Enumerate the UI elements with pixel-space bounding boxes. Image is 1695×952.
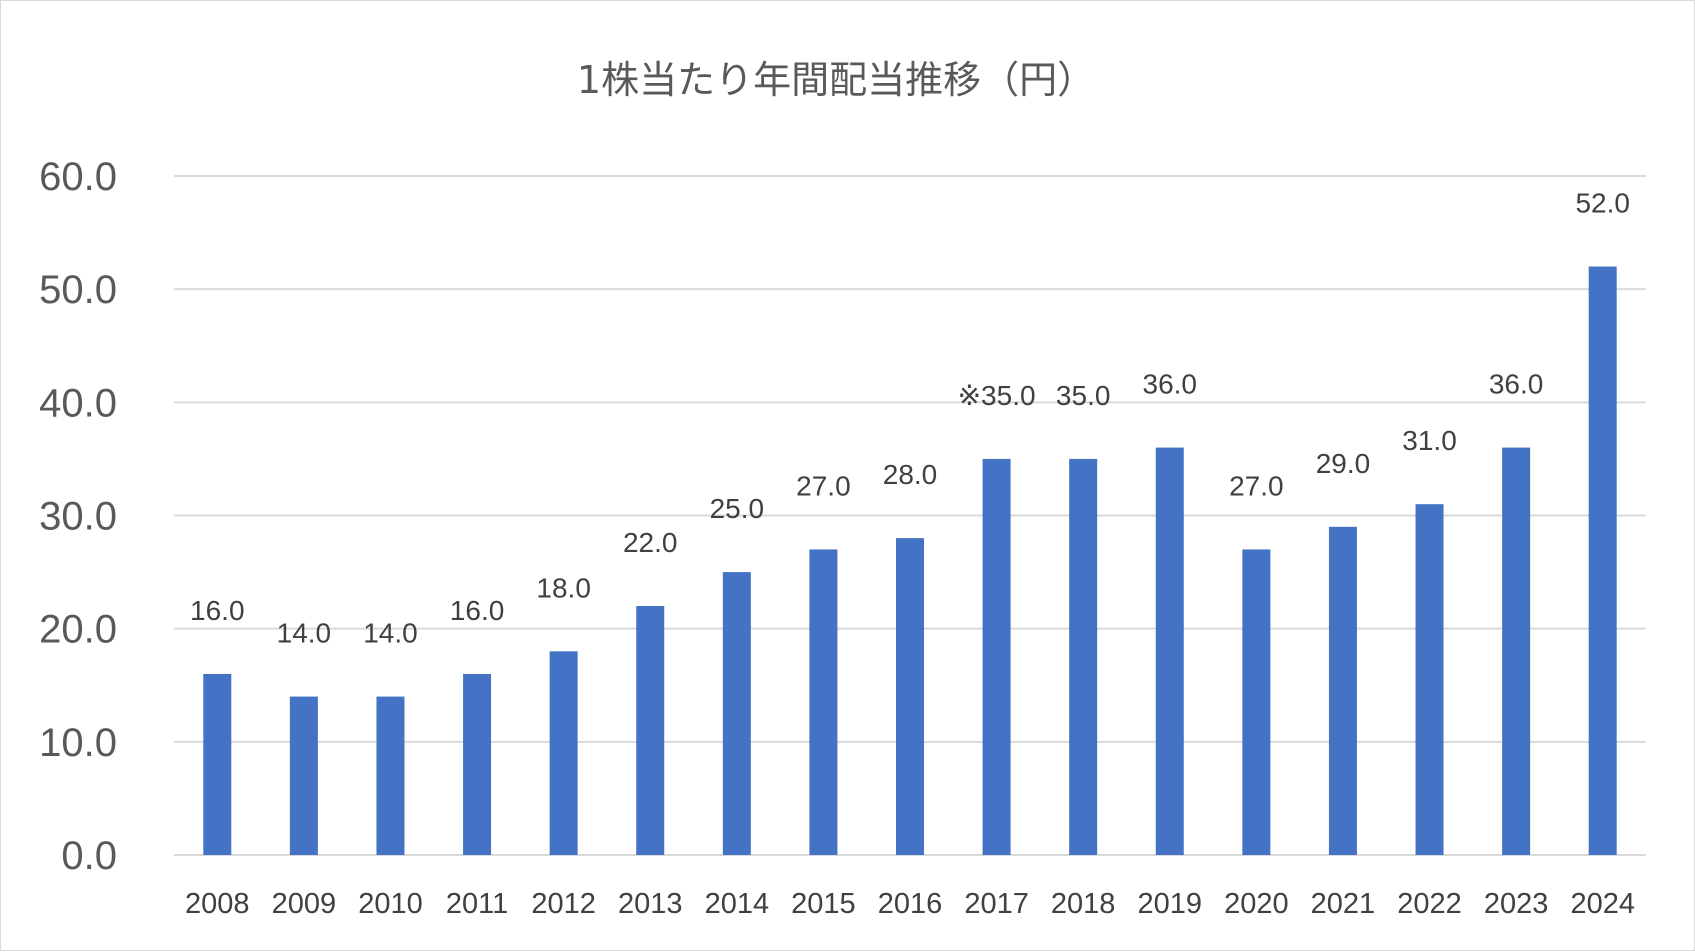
x-axis: 2008 2009 2010 2011 2012 2013 2014 2015 2016 2017… [185, 888, 1635, 920]
data-label: 27.0 [796, 470, 851, 501]
y-tick-label: 50.0 [39, 268, 117, 312]
x-tick-label: 2016 [878, 888, 943, 920]
data-label: 22.0 [623, 527, 678, 558]
data-labels: 16.0 14.0 14.0 16.0 18.0 22.0 25.0 27.0 28.0 ※35.… [190, 188, 1630, 649]
data-label: 16.0 [450, 595, 505, 626]
y-tick-label: 20.0 [39, 608, 117, 652]
x-tick-label: 2020 [1224, 888, 1289, 920]
data-label: 36.0 [1489, 369, 1544, 400]
bar [1328, 526, 1357, 855]
x-tick-label: 2018 [1051, 888, 1116, 920]
bar [1155, 447, 1184, 855]
data-label: 25.0 [710, 493, 765, 524]
bar [722, 572, 751, 855]
x-tick-label: 2015 [791, 888, 856, 920]
data-label: 52.0 [1575, 188, 1630, 219]
bar [1242, 549, 1271, 855]
x-tick-label: 2011 [446, 888, 508, 920]
data-label: 29.0 [1316, 448, 1371, 479]
bar [1415, 504, 1444, 855]
x-tick-label: 2023 [1484, 888, 1549, 920]
bar [1069, 458, 1098, 855]
data-label: 31.0 [1402, 425, 1457, 456]
x-tick-label: 2021 [1311, 888, 1376, 920]
x-tick-label: 2014 [705, 888, 770, 920]
bar [203, 673, 232, 855]
data-label: 18.0 [536, 572, 591, 603]
data-label: 36.0 [1143, 369, 1198, 400]
bar [636, 606, 665, 855]
bar [896, 538, 924, 855]
x-tick-label: 2010 [358, 888, 423, 920]
data-label: 27.0 [1229, 470, 1284, 501]
bar [549, 651, 578, 855]
y-tick-label: 60.0 [39, 155, 117, 199]
data-label: 35.0 [1056, 380, 1111, 411]
bar [1502, 447, 1531, 855]
y-axis: 0.0 10.0 20.0 30.0 40.0 50.0 60.0 [39, 155, 117, 878]
y-tick-label: 40.0 [39, 381, 117, 425]
x-tick-label: 2013 [618, 888, 683, 920]
data-label: 14.0 [363, 618, 418, 649]
x-tick-label: 2019 [1138, 888, 1203, 920]
bar [809, 549, 838, 855]
y-tick-label: 10.0 [39, 721, 117, 765]
x-tick-label: 2024 [1570, 888, 1635, 920]
data-label: 28.0 [883, 459, 938, 490]
y-tick-label: 30.0 [39, 495, 117, 539]
bars [203, 266, 1617, 855]
data-label: ※35.0 [958, 380, 1036, 411]
bar [463, 673, 492, 855]
data-label: 16.0 [190, 595, 245, 626]
y-tick-label: 0.0 [61, 834, 117, 878]
x-tick-label: 2012 [531, 888, 596, 920]
bar [1588, 266, 1617, 855]
x-tick-label: 2008 [185, 888, 250, 920]
x-tick-label: 2017 [964, 888, 1029, 920]
chart-title: 1株当たり年間配当推移（円） [577, 58, 1095, 102]
bar [376, 696, 405, 855]
bar [289, 696, 318, 855]
x-tick-label: 2022 [1397, 888, 1462, 920]
x-tick-label: 2009 [272, 888, 337, 920]
data-label: 14.0 [277, 618, 332, 649]
bar [982, 458, 1011, 855]
